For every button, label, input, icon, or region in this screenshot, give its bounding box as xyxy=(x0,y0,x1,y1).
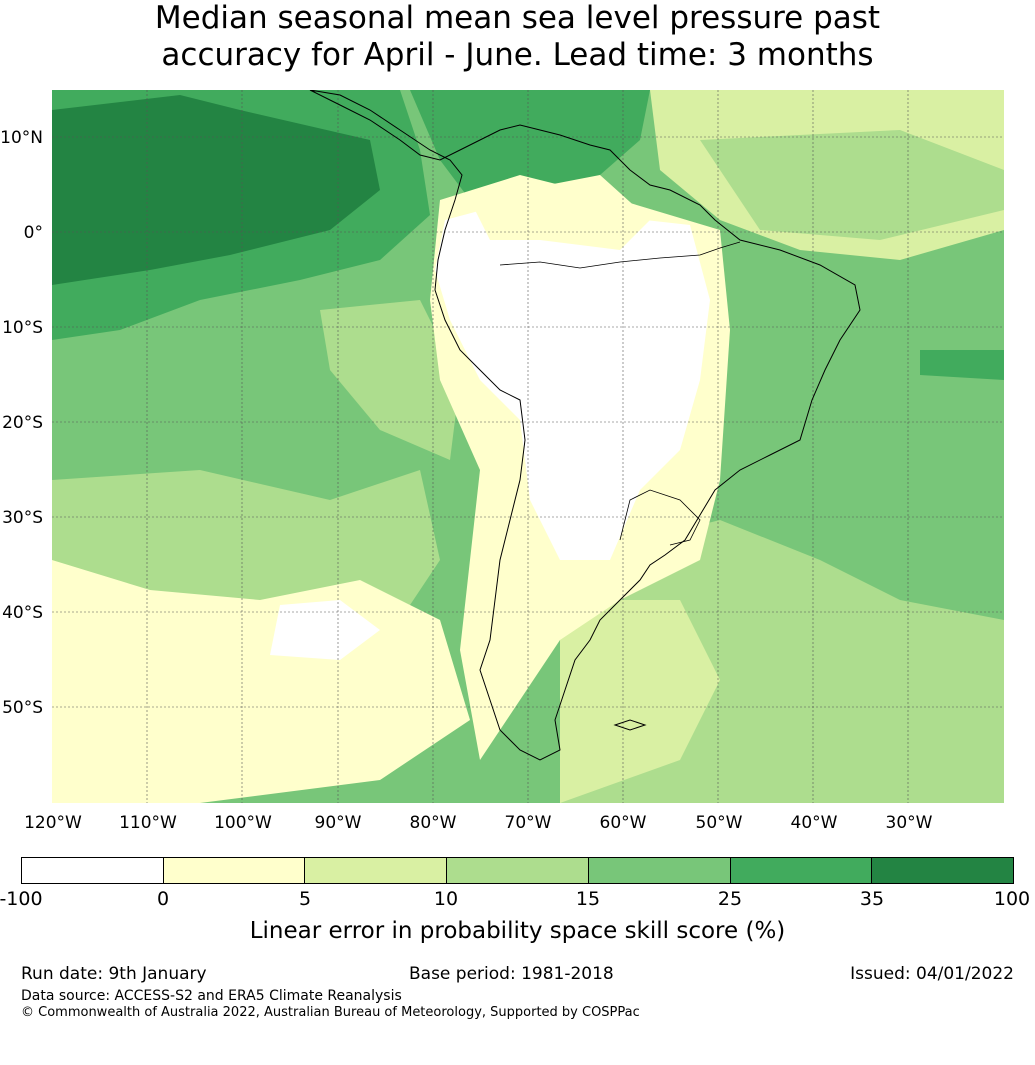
lon-label: 30°W xyxy=(886,813,933,833)
skill-region-pacific-mid xyxy=(320,300,460,460)
colorbar-tick: 0 xyxy=(156,888,170,910)
plata-estuary xyxy=(619,489,701,546)
lat-label: 0° xyxy=(24,223,43,243)
lon-label: 120°W xyxy=(24,813,82,833)
lat-label: 30°S xyxy=(2,508,43,528)
lon-label: 100°W xyxy=(214,813,272,833)
colorbar-segment xyxy=(872,858,1014,883)
lon-label: 70°W xyxy=(505,813,552,833)
colorbar xyxy=(21,857,1014,884)
colorbar-tick: -100 xyxy=(0,888,43,910)
skill-region-atlantic-high xyxy=(920,350,1004,380)
skill-score-map: 10°N 0° 10°S 20°S 30°S 40°S 50°S 120°W 1… xyxy=(0,90,1004,833)
map-title: Median seasonal mean sea level pressure … xyxy=(0,0,1035,74)
lat-label: 10°S xyxy=(2,318,43,338)
title-line-2: accuracy for April - June. Lead time: 3 … xyxy=(161,37,874,73)
colorbar-tick: 10 xyxy=(433,888,459,910)
lat-label: 50°S xyxy=(2,698,43,718)
copyright: © Commonwealth of Australia 2022, Austra… xyxy=(21,1005,640,1020)
colorbar-segment xyxy=(447,858,589,883)
colorbar-segment xyxy=(22,858,164,883)
skill-region-caribbean xyxy=(410,90,650,200)
lon-label: 80°W xyxy=(410,813,457,833)
colorbar-label: Linear error in probability space skill … xyxy=(249,918,786,944)
colorbar-tick: 15 xyxy=(575,888,601,910)
longitude-labels: 120°W 110°W 100°W 90°W 80°W 70°W 60°W 50… xyxy=(24,813,933,833)
title-line-1: Median seasonal mean sea level pressure … xyxy=(154,0,881,36)
lon-label: 40°W xyxy=(791,813,838,833)
colorbar-segment xyxy=(588,858,731,883)
lon-label: 60°W xyxy=(600,813,647,833)
skill-region-continent-lowest xyxy=(435,200,710,560)
colorbar-tick: 5 xyxy=(298,888,312,910)
skill-region-amazon-mid xyxy=(470,175,650,250)
lat-label: 10°N xyxy=(0,128,43,148)
colorbar-segment xyxy=(163,858,306,883)
colorbar-segment xyxy=(730,858,873,883)
lon-label: 50°W xyxy=(696,813,743,833)
base-period: Base period: 1981-2018 xyxy=(409,964,614,984)
colorbar-tick: 35 xyxy=(859,888,885,910)
graticule xyxy=(52,90,1004,803)
colorbar-segment xyxy=(305,858,448,883)
skill-region-pacific-highest xyxy=(52,95,380,285)
falkland-islands xyxy=(613,719,647,731)
lat-label: 20°S xyxy=(2,413,43,433)
skill-region-south-atlantic-low xyxy=(560,600,720,803)
colorbar-tick: 25 xyxy=(717,888,743,910)
data-source: Data source: ACCESS-S2 and ERA5 Climate … xyxy=(21,988,402,1004)
south-america-coastline xyxy=(309,90,861,761)
colorbar-tick: 100 xyxy=(993,888,1031,910)
skill-region-south-pacific-lowest xyxy=(270,600,380,660)
run-date: Run date: 9th January xyxy=(21,964,207,984)
skill-region-north-atlantic-mid xyxy=(700,130,1004,240)
lat-label: 40°S xyxy=(2,603,43,623)
lon-label: 90°W xyxy=(315,813,362,833)
amazon-river xyxy=(499,241,741,269)
latitude-labels: 10°N 0° 10°S 20°S 30°S 40°S 50°S xyxy=(0,128,43,718)
issued-date: Issued: 04/01/2022 xyxy=(850,964,1014,984)
lon-label: 110°W xyxy=(119,813,177,833)
